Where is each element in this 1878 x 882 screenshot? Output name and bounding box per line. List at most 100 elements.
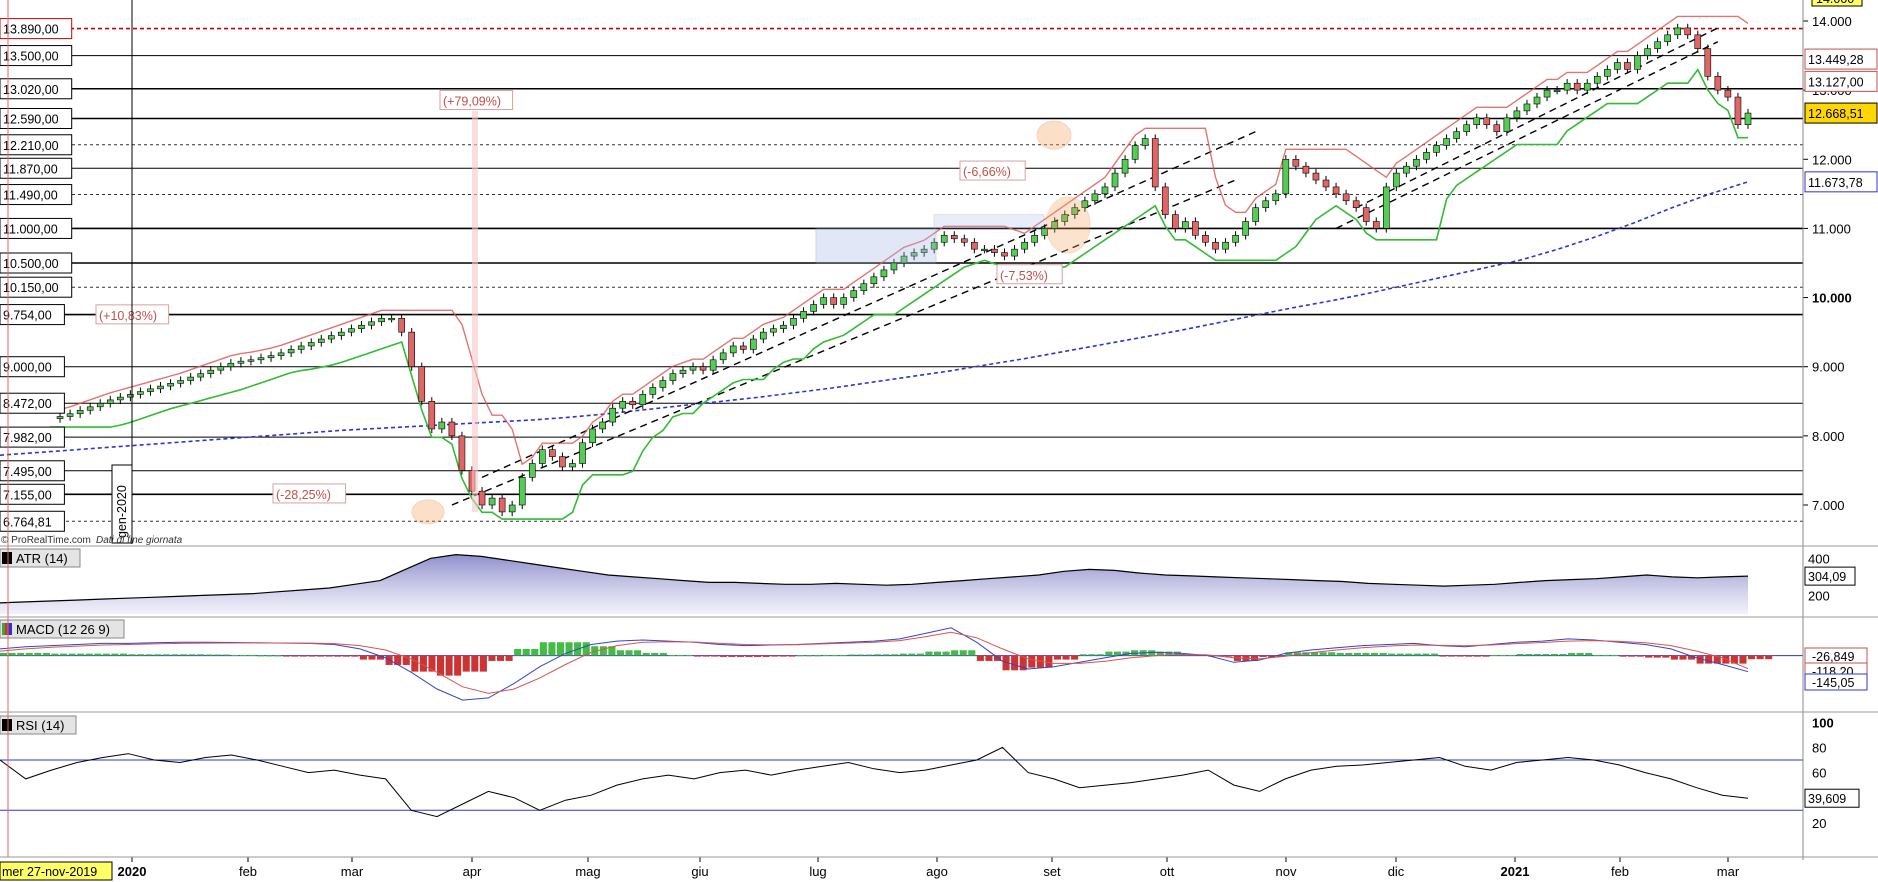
candle-body-49 [539,449,546,464]
macd-hist-61-2 [1585,652,1593,656]
trend-channel-lines [451,27,1719,506]
atr-panel[interactable]: 400 200 304,09 ATR (14) [0,548,1856,614]
right-tag-bg-0 [1804,48,1878,70]
candle-body-164 [1694,34,1702,49]
macd-hist-63-1 [1628,655,1636,657]
annotation-3: (-6,66%) [963,165,1011,179]
macd-hist-6-1 [162,654,170,656]
candle-body-6 [106,399,114,404]
candle-body-109 [1141,138,1149,146]
candle-body-78 [830,297,837,305]
macd-hist-28-1 [728,655,736,657]
macd-hist-22-0 [565,642,573,656]
macd-hist-36-0 [925,651,933,656]
macd-tag-2: -145,05 [1812,676,1854,690]
candle-body-68 [729,345,737,354]
macd-hist-33-1 [856,654,864,656]
macd-hist-62-1 [1602,654,1610,656]
candle-body-55 [599,421,606,430]
candle-body-87 [920,248,928,253]
macd-hist-10-2 [274,655,282,657]
macd-swatch-1 [2,623,5,635]
level-tag-16: 6.764,81 [3,515,52,529]
candle-body-147 [1523,103,1531,112]
candle-body-18 [227,362,235,368]
price-tick-7: 7.000 [1812,498,1845,513]
candle-body-3 [76,409,84,415]
macd-hist-59-1 [1525,653,1533,656]
candle-body-12 [167,383,174,387]
level-tag-bg-9 [0,276,73,298]
macd-hist-25-2 [659,652,667,656]
level-tag-bg-13 [0,426,65,448]
horizontal-levels [0,27,1803,522]
candle-body-114 [1192,221,1199,236]
candle-body-99 [1041,228,1048,236]
macd-hist-27-0 [694,655,702,657]
candle-body-11 [157,385,164,390]
candle-body-105 [1101,186,1109,195]
candle-body-84 [890,262,898,271]
candle-body-127 [1322,179,1330,188]
macd-hist-36-2 [942,651,950,656]
macd-hist-63-2 [1636,655,1644,657]
candle-body-22 [267,355,275,359]
macd-hist-39-2 [1019,655,1027,671]
candle-body-93 [981,248,988,251]
x-tick-13: feb [1611,864,1629,879]
level-tag-bg-4 [0,134,73,156]
macd-hist-50-0 [1285,652,1293,656]
right-tag-0: 13.449,28 [1808,53,1864,67]
macd-hist-68-1 [1756,655,1764,660]
macd-hist-2-1 [59,653,68,656]
macd-hist-9-0 [231,654,239,656]
candle-body-60 [649,387,657,395]
level-tag-bg-8 [0,252,73,274]
trailing-stop-lines [49,15,1749,520]
macd-hist-57-1 [1473,655,1481,657]
candle-body-146 [1513,110,1521,119]
macd-hist-43-1 [1113,651,1121,656]
macd-hist-35-0 [899,653,907,656]
candle-body-167 [1724,89,1732,98]
candle-body-15 [197,373,205,378]
macd-hist-7-2 [197,654,205,656]
candle-body-156 [1614,62,1621,70]
candle-body-166 [1714,76,1722,91]
macd-hist-20-2 [531,648,539,656]
candle-body-110 [1151,138,1159,188]
x-tick-3: apr [463,864,482,879]
atr-value-tag: 304,09 [1808,570,1846,584]
candle-body-10 [147,388,154,392]
candle-body-58 [629,400,637,406]
candle-body-125 [1302,165,1310,174]
highlight-bottom [411,499,445,525]
macd-hist-14-2 [377,655,385,660]
candle-body-103 [1081,200,1089,208]
candle-body-100 [1051,221,1059,229]
candle-body-25 [297,345,305,350]
price-panel[interactable]: (+79,09%) (+10,83%) (-28,25%) (-6,66%) (-7,5… [0,0,1878,546]
top-clipped-tag: 14.000 [1816,0,1854,6]
candle-body-106 [1111,172,1119,188]
candle-body-107 [1121,158,1129,174]
range-box-1 [815,227,937,264]
macd-hist-5-2 [145,654,153,656]
macd-hist-45-1 [1165,651,1173,656]
macd-hist-13-2 [351,655,359,657]
atr-title-bg [0,548,81,568]
candle-body-88 [930,241,938,250]
candle-body-134 [1393,172,1400,188]
level-tag-7: 11.000,00 [3,222,58,236]
macd-hist-10-1 [265,655,273,657]
macd-hist-0-0 [0,652,8,656]
x-tick-8: set [1043,864,1061,879]
candle-body-75 [800,311,807,319]
candle-body-92 [971,241,978,250]
candle-body-46 [508,504,516,513]
candle-body-20 [247,359,255,362]
candle-body-37 [418,366,426,402]
